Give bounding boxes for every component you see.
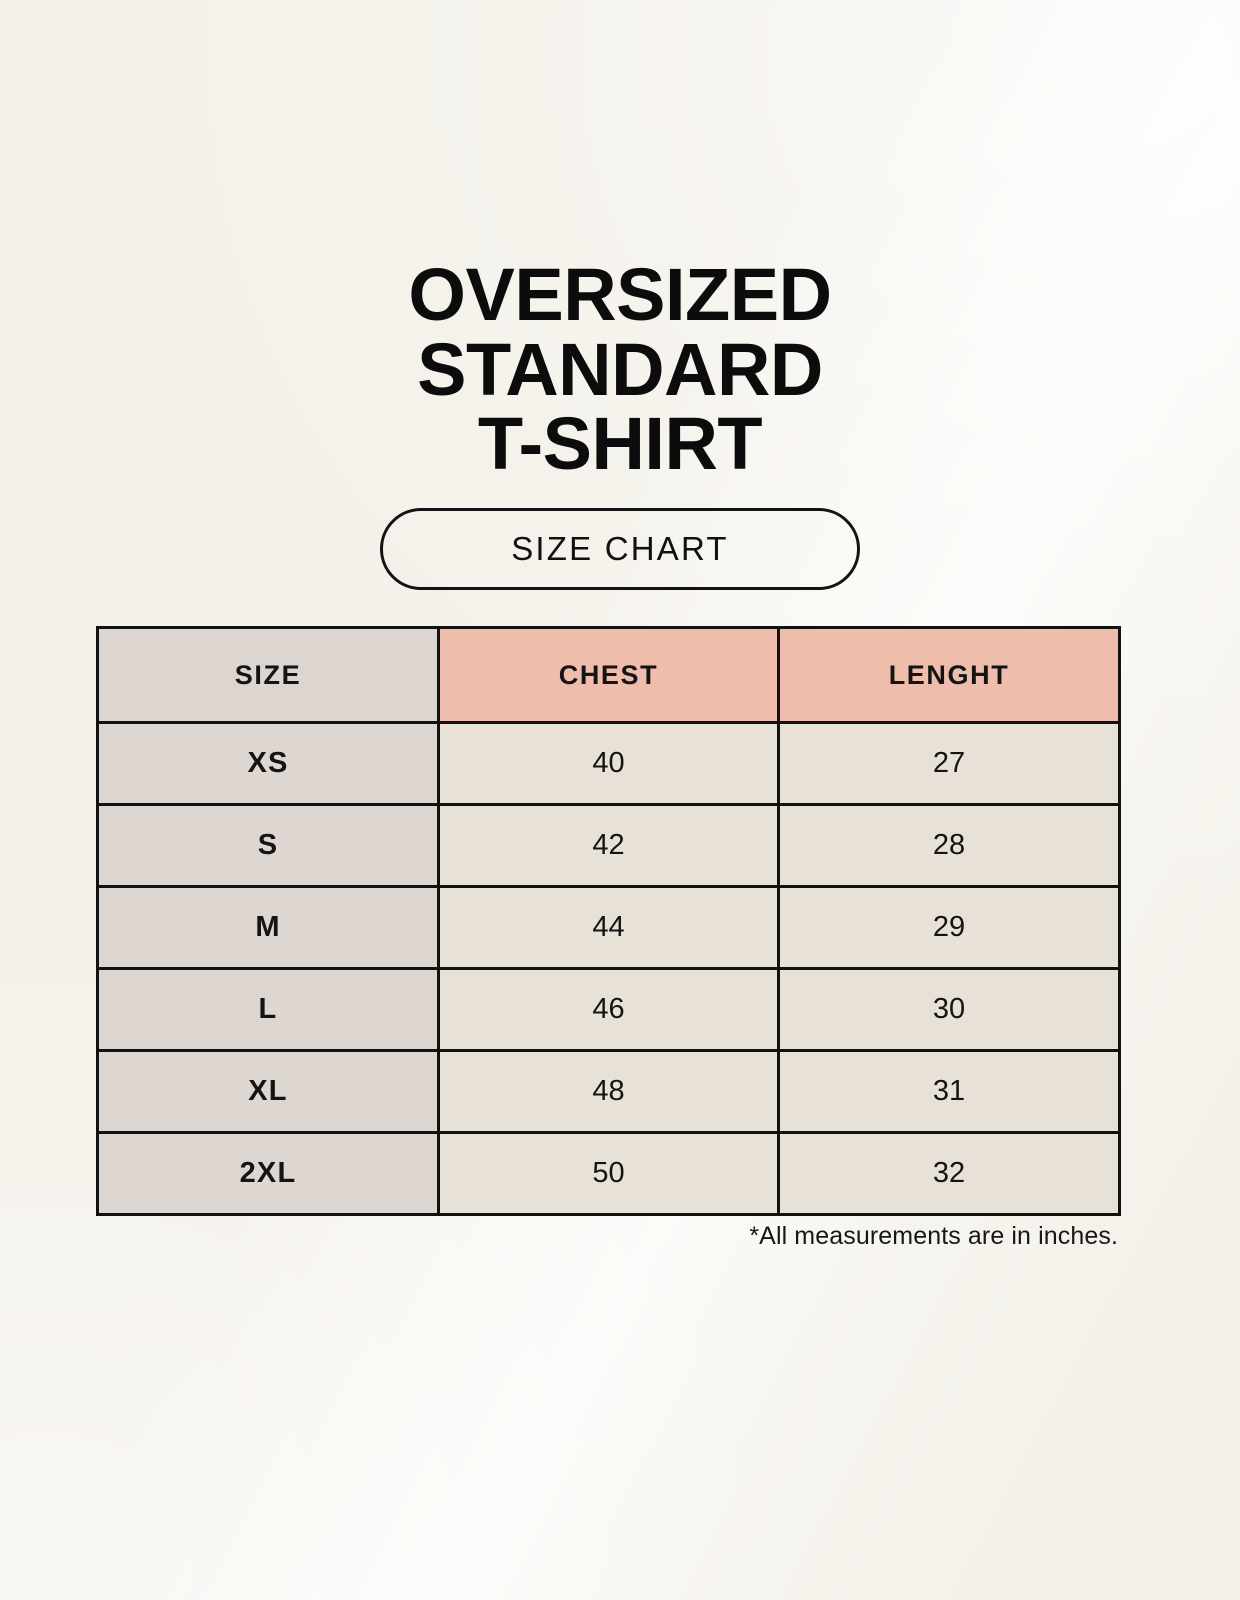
size-table-head: SIZE CHEST LENGHT — [96, 626, 1121, 724]
cell-size: S — [96, 803, 440, 888]
size-chart-pill: SIZE CHART — [380, 508, 860, 590]
page-title: OVERSIZED STANDARD T-SHIRT — [0, 253, 1240, 486]
table-row: S 42 28 — [96, 803, 1121, 888]
cell-length: 28 — [777, 803, 1121, 888]
table-header-row: SIZE CHEST LENGHT — [96, 626, 1121, 724]
cell-size: XS — [96, 721, 440, 806]
cell-length: 27 — [777, 721, 1121, 806]
cell-size: 2XL — [96, 1131, 440, 1216]
cell-size: M — [96, 885, 440, 970]
cell-chest: 42 — [437, 803, 780, 888]
size-table-container: SIZE CHEST LENGHT XS 40 27 S 42 28 M — [96, 626, 1121, 1216]
cell-chest: 46 — [437, 967, 780, 1052]
cell-chest: 50 — [437, 1131, 780, 1216]
size-table-body: XS 40 27 S 42 28 M 44 29 L 46 30 — [96, 721, 1121, 1216]
cell-chest: 40 — [437, 721, 780, 806]
cell-size: L — [96, 967, 440, 1052]
size-chart-pill-container: SIZE CHART — [0, 508, 1240, 590]
table-row: XL 48 31 — [96, 1049, 1121, 1134]
title-line-1: OVERSIZED — [408, 253, 832, 336]
cell-length: 31 — [777, 1049, 1121, 1134]
cell-length: 32 — [777, 1131, 1121, 1216]
cell-chest: 48 — [437, 1049, 780, 1134]
table-row: L 46 30 — [96, 967, 1121, 1052]
table-row: M 44 29 — [96, 885, 1121, 970]
cell-chest: 44 — [437, 885, 780, 970]
cell-length: 29 — [777, 885, 1121, 970]
column-header-size: SIZE — [96, 626, 440, 724]
table-row: XS 40 27 — [96, 721, 1121, 806]
column-header-chest: CHEST — [437, 626, 780, 724]
table-row: 2XL 50 32 — [96, 1131, 1121, 1216]
title-line-2: STANDARD — [417, 327, 823, 411]
column-header-length: LENGHT — [777, 626, 1121, 724]
size-table: SIZE CHEST LENGHT XS 40 27 S 42 28 M — [96, 626, 1121, 1216]
cell-size: XL — [96, 1049, 440, 1134]
cell-length: 30 — [777, 967, 1121, 1052]
measurements-footnote: *All measurements are in inches. — [749, 1222, 1118, 1250]
title-line-3: T-SHIRT — [477, 402, 763, 486]
